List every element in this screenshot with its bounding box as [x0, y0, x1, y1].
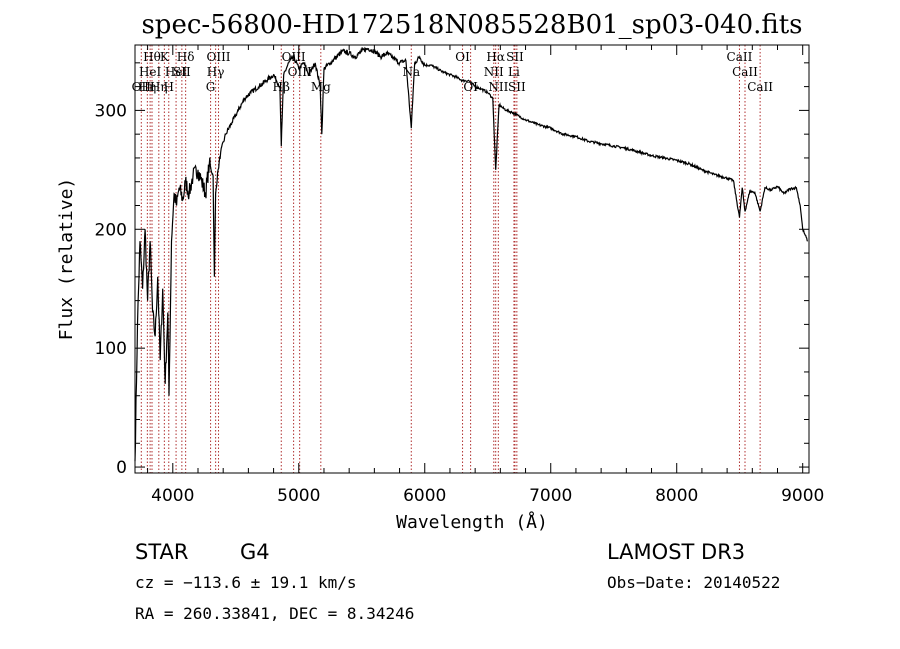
line-label-20: NII	[484, 65, 504, 79]
y-tick-label-2: 200	[95, 220, 127, 240]
line-label-24: SII	[506, 50, 524, 64]
y-axis-ticks: 0 100 200 300	[95, 62, 809, 478]
line-marker-labels: OIIHηHeIHθHηKHHeISIIHδGHγOIIIHβOIIIOIIIM…	[132, 50, 774, 94]
x-tick-label-5: 9000	[781, 486, 824, 506]
plot-frame	[134, 44, 810, 474]
object-class: STAR	[135, 540, 188, 564]
line-label-1: Hη	[139, 80, 157, 94]
line-label-9: Hδ	[177, 50, 195, 64]
line-label-19: OI	[463, 80, 478, 94]
chart-title: spec-56800-HD172518N085528B01_sp03-040.f…	[141, 10, 802, 40]
x-tick-label-4: 8000	[655, 486, 698, 506]
redshift-text: cz = −113.6 ± 19.1 km/s	[135, 573, 357, 592]
line-label-23: Li	[508, 65, 520, 79]
line-label-5: K	[160, 50, 170, 64]
line-label-2: HeI	[139, 65, 162, 79]
line-label-4: Hη	[150, 80, 168, 94]
line-label-7: HeI	[165, 65, 188, 79]
line-label-6: H	[164, 80, 174, 94]
line-label-3: Hθ	[143, 50, 161, 64]
line-markers	[140, 45, 761, 473]
survey-name: LAMOST DR3	[607, 540, 745, 564]
x-tick-label-3: 7000	[529, 486, 572, 506]
spectrum-line	[134, 46, 809, 462]
x-tick-label-1: 5000	[277, 486, 320, 506]
line-label-11: Hγ	[207, 65, 225, 79]
y-tick-label-3: 300	[95, 101, 127, 121]
line-label-8: SII	[173, 65, 191, 79]
object-subclass: G4	[240, 540, 270, 564]
line-label-27: CaII	[732, 65, 758, 79]
line-label-18: OI	[455, 50, 470, 64]
y-tick-label-1: 100	[95, 339, 127, 359]
coordinates-text: RA = 260.33841, DEC = 8.34246	[135, 604, 414, 623]
y-tick-label-0: 0	[116, 458, 127, 478]
x-tick-label-2: 6000	[403, 486, 446, 506]
line-label-13: Hβ	[273, 80, 290, 94]
line-label-22: NII	[488, 80, 508, 94]
line-label-10: G	[206, 80, 216, 94]
line-label-21: Hα	[486, 50, 505, 64]
line-label-26: CaII	[727, 50, 753, 64]
x-tick-label-0: 4000	[151, 486, 194, 506]
line-label-28: CaII	[747, 80, 773, 94]
line-label-25: SII	[508, 80, 526, 94]
line-label-0: OII	[132, 80, 152, 94]
y-axis-label: Flux (relative)	[56, 178, 77, 341]
x-axis-ticks: 4000 5000 6000 7000 8000 9000	[147, 45, 824, 506]
obs-date-text: Obs−Date: 20140522	[607, 573, 780, 592]
x-axis-label: Wavelength (Å)	[396, 511, 548, 533]
line-label-12: OIII	[206, 50, 230, 64]
line-label-17: Na	[402, 65, 420, 79]
line-label-16: Mg	[311, 80, 331, 94]
